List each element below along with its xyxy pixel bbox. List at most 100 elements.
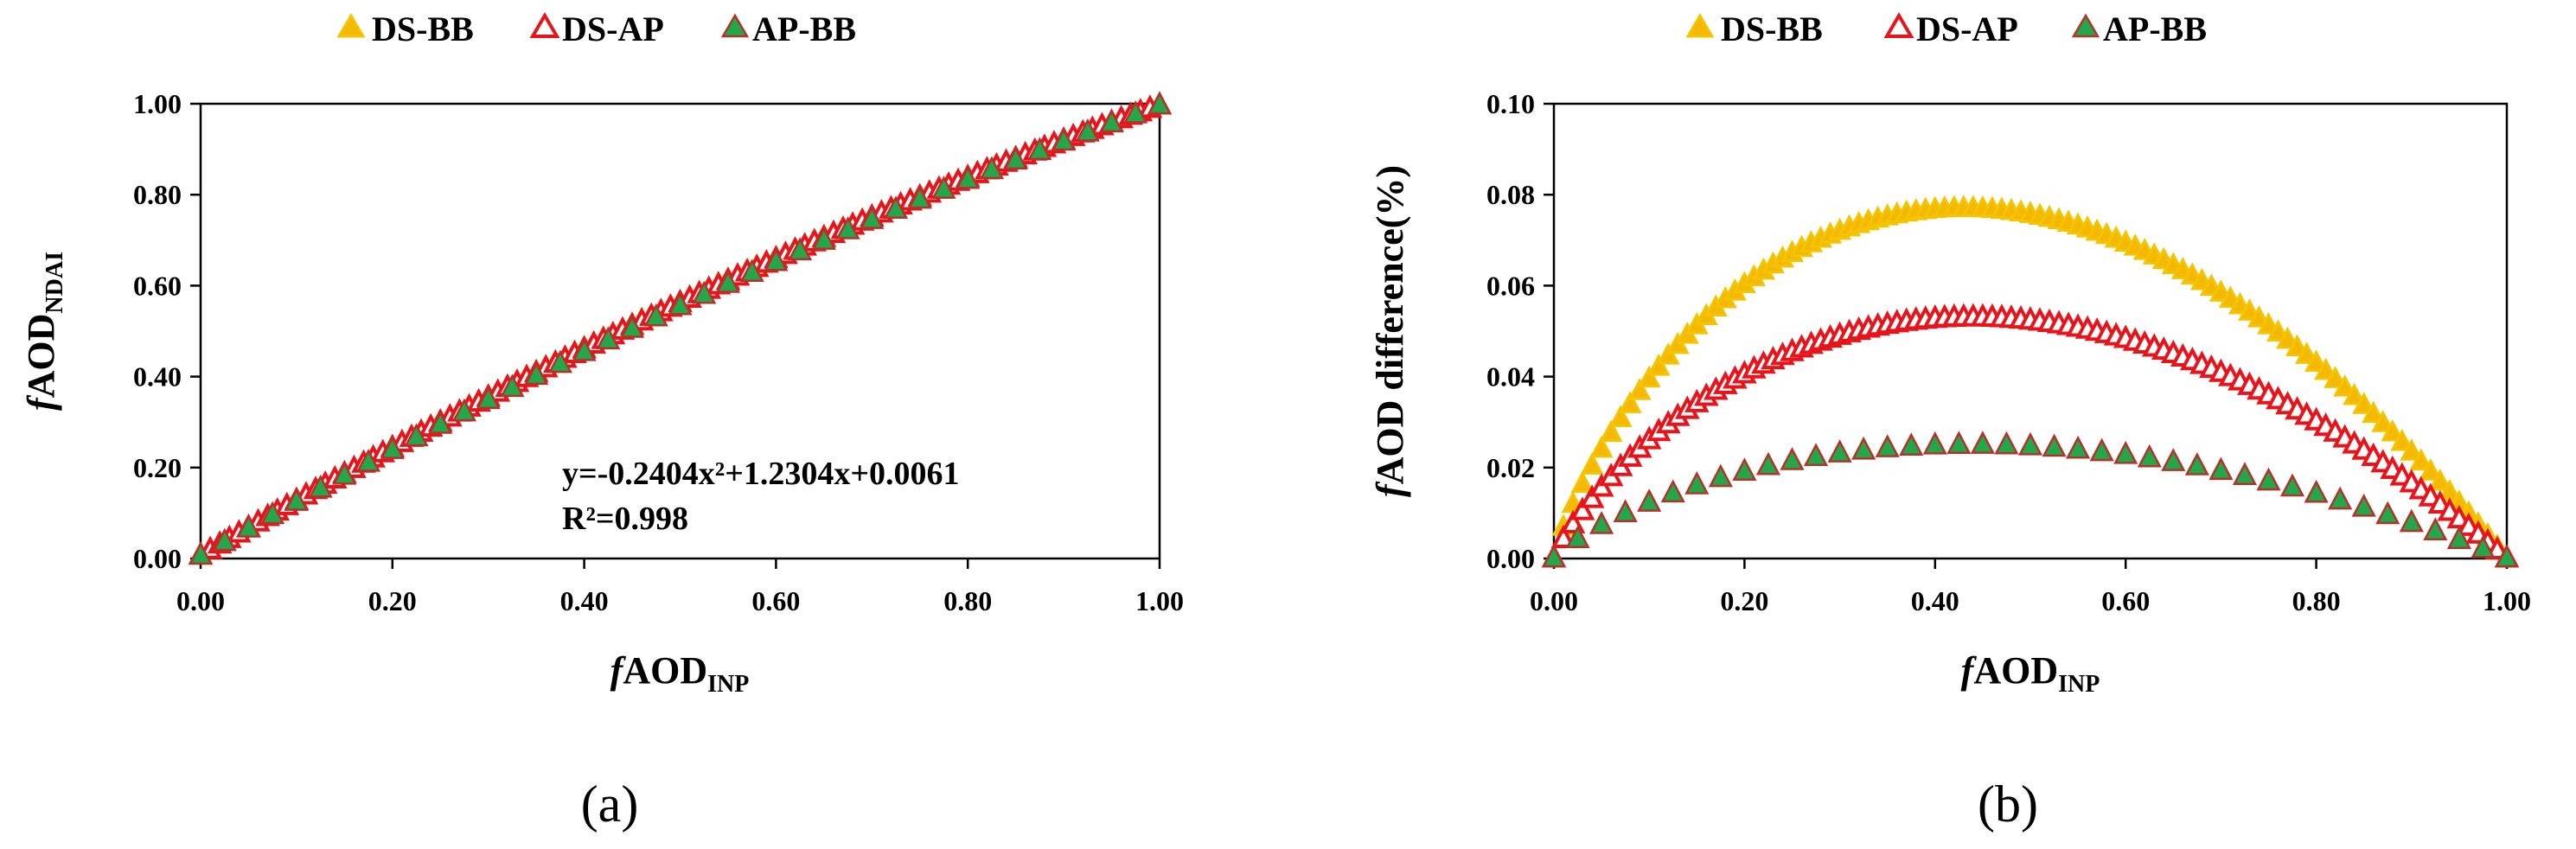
x-axis-b: 0.00 0.20 0.40 0.60 0.80 1.00 [1530,559,2531,616]
point-a-ap-bb [572,337,597,361]
point-b-ap-bb [1875,434,1900,457]
point-b-ap-bb [2208,456,2234,481]
point-b-ap-bb [2351,493,2376,517]
legend-a-ds-ap-marker [529,12,560,38]
point-a-ap-bb [596,326,621,350]
point-b-ap-bb [1589,511,1614,534]
x-axis-title-a-sub: INP [707,671,749,698]
x-tick-label-b: 0.00 [1530,585,1578,616]
point-b-ds-bb [2276,326,2300,349]
point-b-ds-ap [1550,524,1576,548]
point-a-ap-bb [715,269,741,293]
point-a-ap-bb [380,436,405,459]
y-axis-title-b-main: AOD difference(%) [1369,165,1411,484]
point-b-ap-bb [1994,431,2019,455]
point-b-ap-bb [2017,431,2043,456]
point-b-ap-bb [2256,467,2281,491]
x-tick-label-a: 0.40 [560,585,609,616]
y-axis-title-a: fAODNDAI [20,252,68,411]
x-tick-label-b: 1.00 [2483,585,2531,616]
point-a-ap-bb [668,291,693,316]
panel-b: DS-BB DS-AP AP-BB 0.000.020.040.060.080.… [1369,10,2531,833]
point-a-ap-bb [692,280,717,304]
x-tick-label-a: 1.00 [1135,585,1184,616]
data-points-a [188,91,1173,565]
point-a-ap-bb [931,176,956,199]
point-b-ap-bb [1922,431,1947,455]
point-b-ds-bb [2428,468,2452,491]
point-b-ap-bb [2446,526,2471,550]
annotation-r2: R²=0.998 [562,501,688,537]
y-tick-label-a: 0.20 [133,452,182,483]
point-b-ap-bb [2328,486,2353,510]
point-a-ap-bb [212,527,237,552]
data-points-b [1541,195,2520,568]
point-a-ap-bb [764,247,789,271]
point-a-ap-bb [308,474,333,498]
legend-b-ds-bb-marker [1685,13,1715,38]
point-b-ds-bb [1608,405,1633,427]
y-axis-title-a-prefix: f [20,394,62,411]
point-b-ds-bb [1656,342,1680,365]
legend-a: DS-BB DS-AP AP-BB [336,10,856,48]
point-b-ap-bb [1637,488,1662,512]
point-a-ap-bb [1147,91,1173,115]
point-b-ap-bb [2089,437,2114,462]
x-tick-label-a: 0.00 [176,585,225,616]
y-tick-label-a: 1.00 [133,88,182,119]
point-a-ap-bb [739,259,764,283]
panel-a: DS-BB DS-AP AP-BB 0.00 0.20 0.40 0.60 0.80 1.… [20,10,1184,833]
point-a-ap-bb [643,303,668,327]
point-a-ap-bb [907,185,932,209]
x-tick-label-b: 0.60 [2101,585,2150,616]
legend-b: DS-BB DS-AP AP-BB [1685,10,2207,48]
point-b-ds-bb [1627,378,1652,400]
point-b-ap-bb [2399,508,2424,533]
y-tick-label-b: 0.10 [1486,88,1535,119]
x-axis-title-a-main: AOD [623,649,707,692]
annotation-equation: y=-0.2404x²+1.2304x+0.0061 [562,456,960,492]
point-a-ap-bb [860,206,885,229]
point-b-ap-bb [1684,470,1710,495]
point-b-ap-bb [1803,443,1829,466]
legend-b-ds-bb-label: DS-BB [1721,10,1823,48]
point-b-ap-bb [2042,433,2067,457]
point-b-ap-bb [1851,436,1876,460]
point-b-ap-bb [1970,431,1995,454]
y-tick-label-a: 0.80 [133,179,182,210]
point-b-ds-bb [2324,366,2348,388]
point-a-ap-bb [835,216,860,239]
legend-a-ap-bb-marker [720,13,750,38]
point-a-ap-bb [811,227,836,250]
point-b-ds-bb [2314,357,2338,380]
point-b-ds-bb [1637,365,1661,388]
point-b-ap-bb [2066,435,2091,459]
y-tick-label-a: 0.00 [133,543,182,574]
x-axis-title-b-prefix: f [1961,649,1978,692]
point-b-ds-ap [1569,496,1595,520]
point-b-ds-bb [2400,438,2424,461]
legend-b-ap-bb-label: AP-BB [2103,10,2207,48]
point-b-ap-bb [1565,525,1590,549]
x-tick-label-b: 0.20 [1720,585,1768,616]
point-b-ds-bb [2285,334,2310,357]
y-tick-label-b: 0.00 [1486,543,1535,574]
y-tick-label-b: 0.04 [1486,361,1535,393]
point-b-ds-bb [1580,452,1604,475]
legend-a-ds-bb-label: DS-BB [372,10,474,48]
point-b-ds-bb [2381,418,2405,442]
point-b-ds-bb [1599,419,1623,443]
point-b-ap-bb [1613,499,1638,522]
y-axis-title-a-main: AOD [20,314,62,399]
point-a-ap-bb [428,410,453,434]
point-a-ap-bb [956,165,981,189]
y-axis-title-b: fAOD difference(%) [1369,165,1411,497]
point-a-ap-bb [547,349,572,373]
x-tick-label-a: 0.60 [751,585,800,616]
point-a-ap-bb [1027,137,1052,161]
point-a-ap-bb [979,156,1004,180]
point-a-ap-bb [1123,99,1148,124]
point-a-ap-bb [476,386,501,410]
point-b-ap-bb [2113,440,2138,464]
point-a-ap-bb [332,461,357,485]
